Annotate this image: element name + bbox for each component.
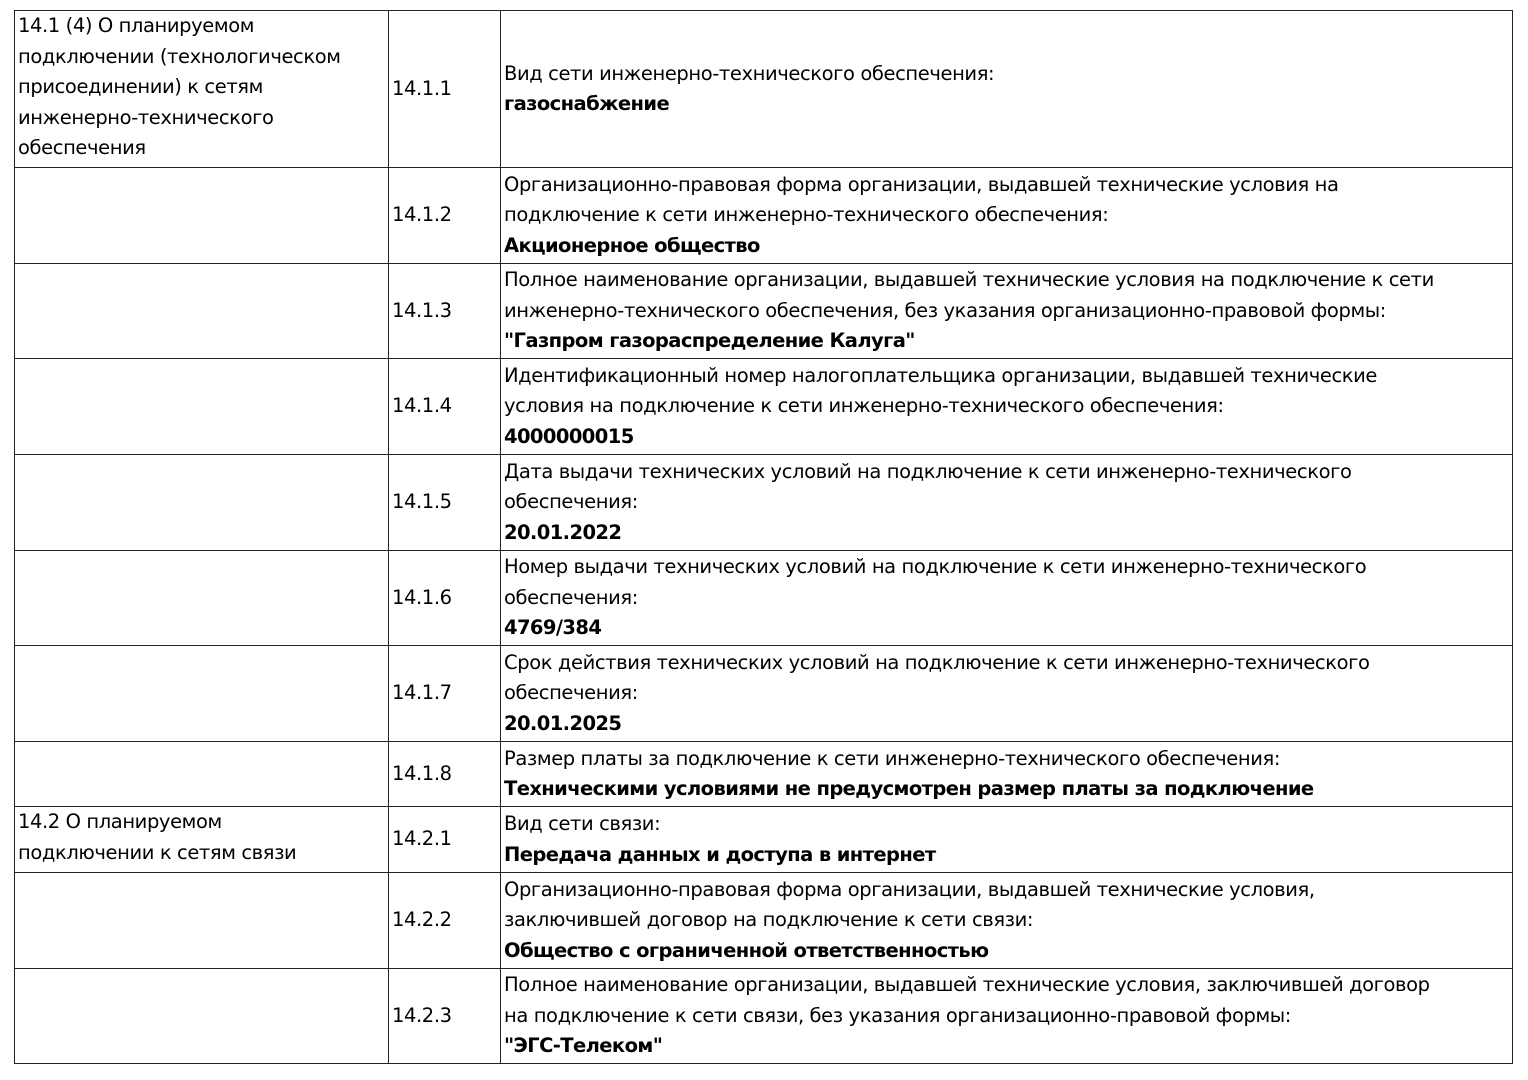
table-row: 14.1.4 Идентификационный номер налогопла…	[14, 358, 1513, 455]
item-value: Техническими условиями не предусмотрен р…	[504, 777, 1314, 800]
item-value: 20.01.2025	[504, 711, 622, 735]
section-title	[14, 645, 389, 742]
table-row: 14.1.6 Номер выдачи технических условий …	[14, 550, 1513, 646]
table-row: 14.1.8 Размер платы за подключение к сет…	[14, 741, 1513, 807]
item-number: 14.1.5	[388, 454, 501, 551]
item-value: 4000000015	[504, 424, 634, 448]
section-title	[14, 454, 389, 551]
section-text: 14.1 (4) О планируемом подключении (техн…	[18, 14, 341, 159]
item-label: Размер платы за подключение к сети инжен…	[504, 746, 1281, 770]
table-row: 14.1.5 Дата выдачи технических условий н…	[14, 454, 1513, 551]
item-description: Дата выдачи технических условий на подкл…	[500, 454, 1513, 551]
table-row: 14.2 О планируемом подключении к сетям с…	[14, 806, 1513, 873]
item-description: Полное наименование организации, выдавше…	[500, 968, 1513, 1064]
item-number: 14.1.3	[388, 263, 501, 359]
section-title	[14, 167, 389, 264]
item-description: Вид сети связи: Передача данных и доступ…	[500, 806, 1513, 873]
table-row: 14.2.3 Полное наименование организации, …	[14, 968, 1513, 1064]
item-label: Полное наименование организации, выдавше…	[504, 268, 1434, 322]
item-number-text: 14.1.1	[392, 76, 452, 100]
table-row: 14.1.2 Организационно-правовая форма орг…	[14, 167, 1513, 264]
item-description: Размер платы за подключение к сети инжен…	[500, 741, 1513, 807]
item-value: газоснабжение	[504, 92, 670, 115]
table-row: 14.1.3 Полное наименование организации, …	[14, 263, 1513, 359]
section-text: 14.2 О планируемом подключении к сетям с…	[18, 810, 297, 864]
item-number-text: 14.2.3	[392, 1003, 452, 1027]
item-number-text: 14.2.2	[392, 908, 452, 932]
section-title	[14, 550, 389, 646]
item-number: 14.1.4	[388, 358, 501, 455]
item-description: Полное наименование организации, выдавше…	[500, 263, 1513, 359]
item-number: 14.1.8	[388, 741, 501, 807]
item-number-text: 14.1.2	[392, 203, 452, 227]
item-description: Организационно-правовая форма организаци…	[500, 872, 1513, 969]
item-label: Организационно-правовая форма организаци…	[504, 172, 1339, 227]
item-number-text: 14.1.6	[392, 585, 452, 609]
item-number-text: 14.1.3	[392, 298, 452, 322]
table-row: 14.1.7 Срок действия технических условий…	[14, 645, 1513, 742]
item-number: 14.1.7	[388, 645, 501, 742]
section-title	[14, 872, 389, 969]
item-number-text: 14.2.1	[392, 827, 452, 851]
item-description: Идентификационный номер налогоплательщик…	[500, 358, 1513, 455]
item-label: Срок действия технических условий на под…	[504, 650, 1370, 705]
item-number-text: 14.1.7	[392, 681, 452, 705]
item-number-text: 14.1.5	[392, 490, 452, 514]
section-title	[14, 968, 389, 1064]
item-number: 14.1.1	[388, 10, 501, 168]
section-title	[14, 358, 389, 455]
section-title	[14, 263, 389, 359]
section-title: 14.1 (4) О планируемом подключении (техн…	[14, 10, 389, 168]
item-label: Вид сети связи:	[504, 812, 661, 835]
item-label: Дата выдачи технических условий на подкл…	[504, 459, 1352, 514]
item-label: Организационно-правовая форма организаци…	[504, 877, 1315, 932]
table-row: 14.1 (4) О планируемом подключении (техн…	[14, 10, 1513, 168]
item-number: 14.1.2	[388, 167, 501, 264]
item-number: 14.2.3	[388, 968, 501, 1064]
item-number-text: 14.1.4	[392, 394, 452, 418]
item-value: Передача данных и доступа в интернет	[504, 842, 936, 866]
item-label: Номер выдачи технических условий на подк…	[504, 555, 1367, 609]
table-row: 14.2.2 Организационно-правовая форма орг…	[14, 872, 1513, 969]
item-label: Вид сети инженерно-технического обеспече…	[504, 61, 995, 85]
item-number: 14.2.2	[388, 872, 501, 969]
section-title: 14.2 О планируемом подключении к сетям с…	[14, 806, 389, 873]
item-value: "ЭГС-Телеком"	[504, 1034, 663, 1058]
item-value: 20.01.2022	[504, 520, 622, 544]
item-description: Срок действия технических условий на под…	[500, 645, 1513, 742]
item-description: Вид сети инженерно-технического обеспече…	[500, 10, 1513, 168]
item-value: Общество с ограниченной ответственностью	[504, 938, 989, 962]
item-number-text: 14.1.8	[392, 761, 452, 785]
item-number: 14.2.1	[388, 806, 501, 873]
item-label: Идентификационный номер налогоплательщик…	[504, 363, 1378, 418]
item-value: 4769/384	[504, 616, 602, 640]
item-label: Полное наименование организации, выдавше…	[504, 973, 1430, 1027]
item-number: 14.1.6	[388, 550, 501, 646]
item-description: Организационно-правовая форма организаци…	[500, 167, 1513, 264]
item-value: Акционерное общество	[504, 233, 760, 257]
connection-info-table: 14.1 (4) О планируемом подключении (техн…	[14, 10, 1513, 1064]
item-value: "Газпром газораспределение Калуга"	[504, 329, 915, 353]
section-title	[14, 741, 389, 807]
item-description: Номер выдачи технических условий на подк…	[500, 550, 1513, 646]
